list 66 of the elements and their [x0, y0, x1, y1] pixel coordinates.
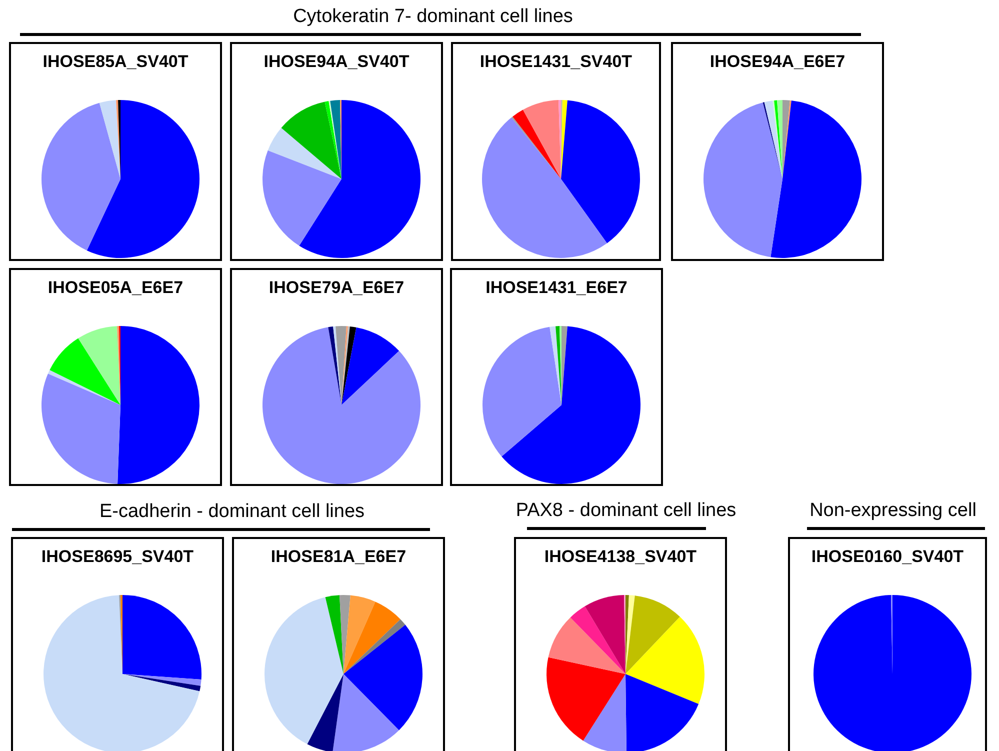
pie-slice [122, 674, 202, 686]
pie-slice [344, 619, 406, 674]
pie-slice [48, 370, 120, 405]
text: Non-expressing cell [810, 500, 976, 521]
chart-title: IHOSE8695_SV40T [40, 547, 195, 567]
pie-slice [307, 674, 344, 751]
pie-slice [344, 602, 400, 674]
pie-slice [502, 326, 640, 484]
pie-slice [546, 657, 626, 741]
pie-slice [584, 595, 626, 674]
pie-slice [42, 374, 120, 484]
pie-slice [561, 100, 568, 179]
pie-slice [522, 100, 561, 179]
pie-slice [556, 326, 562, 405]
pie-slice [324, 101, 342, 179]
pie-slice [344, 595, 350, 674]
pie-slice [570, 606, 626, 674]
pie-slice [482, 118, 608, 258]
chart-title: IHOSE0160_SV40T [810, 547, 965, 567]
pie-slice [342, 327, 400, 405]
pie-slice [328, 326, 342, 405]
pie-slice [770, 100, 862, 258]
pie-slice [482, 326, 562, 456]
pie-slice [78, 326, 120, 405]
chart-title: IHOSE1431_SV40T [478, 52, 634, 72]
pie-slice [704, 102, 782, 258]
chart-title: IHOSE85A_SV40T [42, 52, 190, 72]
pie-slice [583, 674, 626, 751]
pie-slice [626, 616, 704, 704]
pie-slice [344, 624, 422, 730]
chart-title: IHOSE94A_SV40T [262, 52, 410, 72]
chart-title: IHOSE94A_E6E7 [708, 52, 846, 72]
pie-slice [548, 617, 626, 674]
pie-slice [550, 326, 562, 405]
text: Cytokeratin 7- dominant cell lines [292, 6, 574, 28]
pie-slice [626, 674, 699, 751]
text: E-cadherin - dominant cell lines [98, 501, 366, 523]
pie-slice [122, 674, 201, 692]
pie-slice [299, 100, 420, 258]
pie-slice [118, 326, 200, 484]
pie-slice [626, 595, 635, 674]
pie-slice [50, 338, 120, 405]
pie-slice [333, 326, 342, 405]
chart-title: IHOSE05A_E6E7 [46, 278, 184, 298]
chart-title: IHOSE81A_E6E7 [270, 547, 408, 567]
pie-slice [332, 674, 400, 751]
chart-title: IHOSE1431_E6E7 [484, 278, 628, 298]
pie-slice [342, 326, 356, 405]
pie-slice [99, 100, 120, 179]
pie-slice [264, 597, 344, 744]
pie-slice [344, 595, 376, 674]
pie-slice [262, 327, 420, 484]
pie-slice [325, 595, 344, 674]
pie-slice [44, 595, 200, 751]
pie-slice [281, 102, 342, 179]
pie-slice [268, 128, 342, 179]
text: PAX8 - dominant cell lines [516, 500, 736, 521]
chart-title: IHOSE4138_SV40T [543, 547, 698, 567]
pie-slice [262, 150, 342, 246]
pie-slice [561, 100, 640, 244]
pie-slice [626, 596, 680, 674]
pie-slice [122, 595, 202, 680]
chart-title: IHOSE79A_E6E7 [268, 278, 406, 298]
pie-slice [814, 595, 972, 751]
pie-slice [86, 100, 200, 258]
pie-slice [42, 102, 120, 250]
